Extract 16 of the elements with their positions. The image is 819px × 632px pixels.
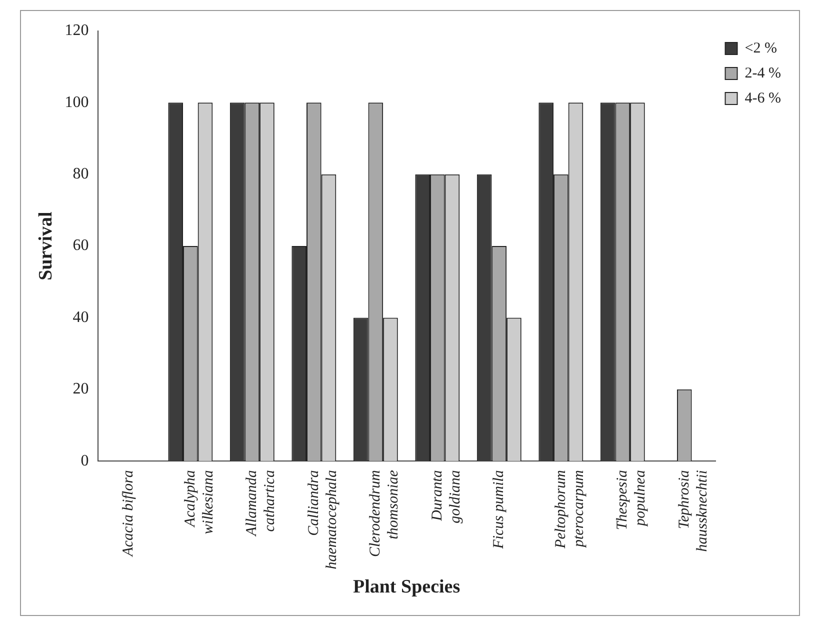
x-tick-label: Peltophorum pterocarpum <box>552 470 587 550</box>
y-tick-label: 0 <box>80 452 89 470</box>
x-axis-title: Plant Species <box>352 576 460 598</box>
legend-label: <2 % <box>744 40 777 56</box>
legend-label: 4-6 % <box>744 90 782 106</box>
x-tick-label: Acacia biflora <box>120 470 137 558</box>
y-axis-title: Survival <box>35 212 56 280</box>
y-tick-label: 100 <box>64 94 89 111</box>
legend-label: 2-4 % <box>744 65 782 82</box>
y-tick-label: 20 <box>72 380 89 398</box>
x-tick-label: Ficus pumila <box>491 470 508 550</box>
y-tick-label: 60 <box>72 237 89 254</box>
y-tick-label: 40 <box>72 308 89 326</box>
y-tick-label: 80 <box>72 166 89 183</box>
y-tick-label: 120 <box>64 22 89 40</box>
x-tick-label: Acalypha wilkesiana <box>182 470 216 534</box>
